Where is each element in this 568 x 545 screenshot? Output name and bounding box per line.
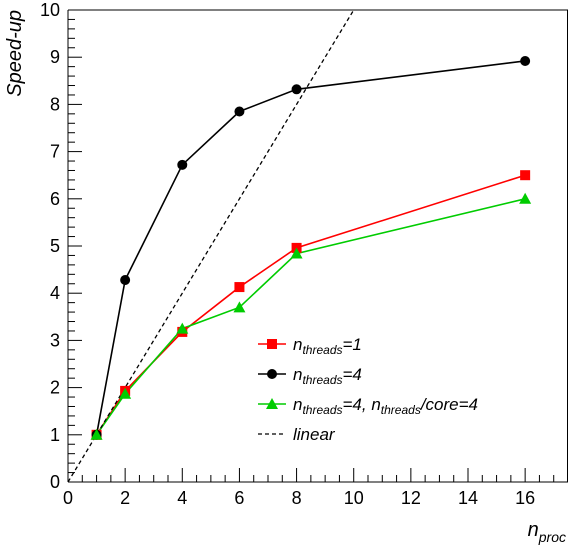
legend-label-part: threads (302, 403, 342, 417)
data-point-n-threads-4-n-threads-core-4 (519, 192, 532, 204)
x-axis-title-main: n (528, 519, 539, 541)
y-tick-label: 9 (50, 47, 60, 67)
legend-label-part: threads (381, 403, 421, 417)
y-tick-label: 1 (50, 425, 60, 445)
x-tick-label: 12 (401, 488, 421, 508)
legend-label-n-threads-4: nthreads=4 (293, 365, 362, 387)
data-point-n-threads-4-n-threads-core-4 (233, 301, 246, 313)
series-line-n-threads-4 (95, 60, 526, 435)
y-tick-label: 5 (50, 236, 60, 256)
legend-label-part: =4 (343, 365, 362, 384)
x-tick-label: 8 (292, 488, 302, 508)
data-point-n-threads-4 (120, 274, 131, 285)
y-tick-label: 10 (40, 0, 60, 20)
x-tick-label: 6 (234, 488, 244, 508)
x-tick-label: 0 (63, 488, 73, 508)
y-tick-label: 6 (50, 189, 60, 209)
y-tick-label: 0 (50, 472, 60, 492)
legend-label-part: /core=4 (420, 395, 478, 414)
legend-label-part: linear (293, 425, 336, 444)
legend-entry-n-threads-1: nthreads=1 (258, 335, 362, 357)
y-tick-label: 2 (50, 378, 60, 398)
x-tick-label: 14 (458, 488, 478, 508)
x-tick-label: 2 (120, 488, 130, 508)
legend-label-part: =1 (343, 335, 362, 354)
legend-marker-n-threads-4 (267, 369, 277, 379)
x-tick-label: 10 (344, 488, 364, 508)
data-point-n-threads-4-n-threads-core-4 (176, 322, 189, 334)
series-markers-layer (90, 55, 532, 440)
y-tick-label: 4 (50, 283, 60, 303)
y-tick-label: 8 (50, 94, 60, 114)
data-point-n-threads-4 (291, 84, 302, 95)
x-tick-label: 16 (515, 488, 535, 508)
legend-label-part: n (293, 365, 302, 384)
data-point-n-threads-4-n-threads-core-4 (119, 387, 132, 399)
legend-label-part: threads (302, 373, 342, 387)
legend-label-part: =4, n (343, 395, 381, 414)
legend-entry-linear: linear (258, 425, 336, 444)
legend-label-n-threads-1: nthreads=1 (293, 335, 362, 357)
y-axis-title: Speed-up (4, 10, 26, 97)
series-line-linear (68, 10, 355, 482)
legend-marker-n-threads-4-n-threads-core-4 (266, 398, 278, 409)
legend-entry-n-threads-4-n-threads-core-4: nthreads=4, nthreads/core=4 (258, 395, 478, 417)
data-point-n-threads-4 (177, 159, 188, 170)
x-axis-title-sub: proc (538, 529, 566, 545)
x-axis-title: nproc (528, 519, 566, 545)
series-line-n-threads-4-n-threads-core-4 (95, 198, 526, 436)
legend-entry-n-threads-4: nthreads=4 (258, 365, 362, 387)
data-point-n-threads-4-n-threads-core-4 (290, 247, 303, 259)
y-tick-label: 7 (50, 142, 60, 162)
data-point-n-threads-4 (234, 106, 245, 117)
data-point-n-threads-1 (520, 170, 531, 181)
x-tick-label: 4 (177, 488, 187, 508)
legend-marker-n-threads-1 (267, 339, 277, 349)
y-tick-label: 3 (50, 330, 60, 350)
data-point-n-threads-4 (520, 55, 531, 66)
data-point-n-threads-4-n-threads-core-4 (90, 428, 103, 440)
legend-label-linear: linear (293, 425, 336, 444)
legend-label-part: n (293, 395, 302, 414)
legend-label-n-threads-4-n-threads-core-4: nthreads=4, nthreads/core=4 (293, 395, 478, 417)
legend-label-part: threads (302, 343, 342, 357)
legend-label-part: n (293, 335, 302, 354)
data-point-n-threads-1 (234, 282, 245, 293)
